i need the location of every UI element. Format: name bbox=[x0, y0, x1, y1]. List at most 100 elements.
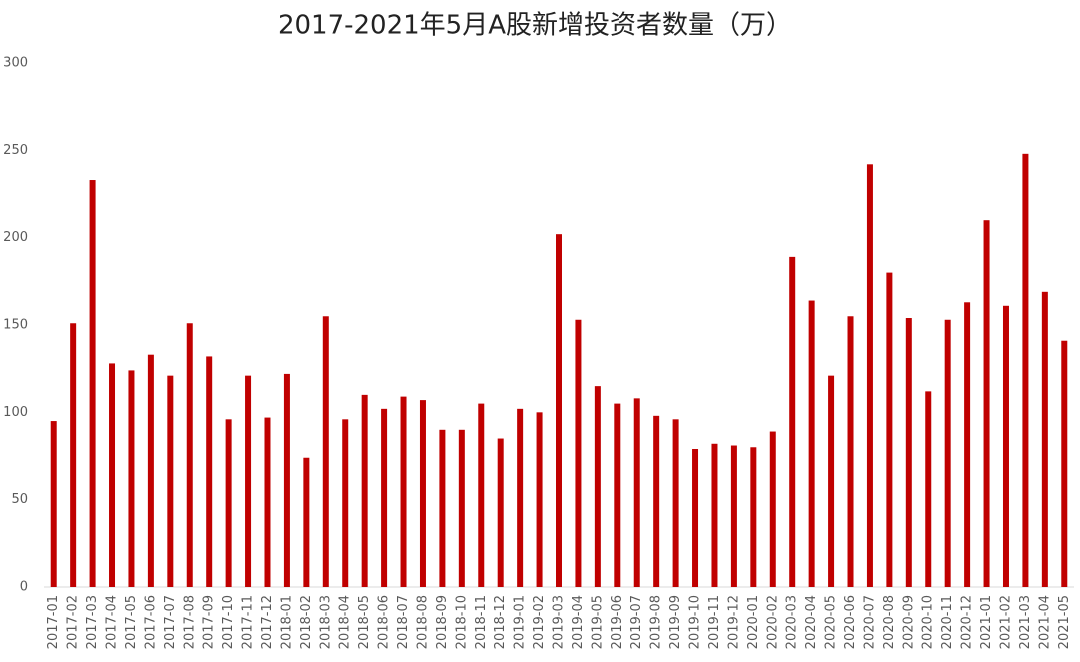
bar bbox=[283, 373, 290, 587]
x-tick-label: 2017-12 bbox=[260, 595, 275, 649]
bar bbox=[1002, 305, 1009, 587]
bar bbox=[400, 396, 407, 587]
x-tick-label: 2019-04 bbox=[571, 595, 586, 649]
bar bbox=[186, 323, 193, 587]
bar bbox=[789, 256, 796, 587]
y-tick-label: 250 bbox=[3, 143, 28, 158]
x-tick-label: 2019-05 bbox=[590, 595, 605, 649]
x-tick-label: 2017-04 bbox=[105, 595, 120, 649]
x-tick-label: 2020-07 bbox=[862, 595, 877, 649]
bar bbox=[575, 319, 582, 587]
x-tick-label: 2018-11 bbox=[474, 595, 489, 649]
bar bbox=[419, 400, 426, 587]
x-tick-label: 2019-12 bbox=[726, 595, 741, 649]
bar bbox=[633, 398, 640, 587]
x-tick-label: 2020-06 bbox=[843, 595, 858, 649]
bar bbox=[497, 438, 504, 587]
y-tick-label: 100 bbox=[3, 405, 28, 420]
bar bbox=[70, 323, 77, 587]
bar bbox=[808, 300, 815, 587]
bar bbox=[109, 363, 116, 587]
bar bbox=[322, 316, 329, 587]
bar bbox=[206, 356, 213, 587]
bar bbox=[964, 302, 971, 587]
bar bbox=[925, 391, 932, 587]
x-tick-label: 2019-02 bbox=[532, 595, 547, 649]
bar bbox=[750, 447, 757, 587]
x-tick-label: 2021-05 bbox=[1057, 595, 1072, 649]
x-tick-label: 2019-07 bbox=[629, 595, 644, 649]
x-tick-label: 2017-03 bbox=[85, 595, 100, 649]
x-tick-label: 2020-12 bbox=[960, 595, 975, 649]
x-tick-label: 2019-08 bbox=[649, 595, 664, 649]
bar bbox=[1061, 340, 1068, 587]
bar bbox=[167, 375, 174, 587]
x-tick-label: 2021-03 bbox=[1018, 595, 1033, 649]
x-tick-label: 2017-06 bbox=[143, 595, 158, 649]
bar bbox=[225, 419, 232, 587]
bar bbox=[1041, 291, 1048, 587]
x-tick-label: 2017-05 bbox=[124, 595, 139, 649]
x-tick-label: 2021-01 bbox=[979, 595, 994, 649]
x-tick-label: 2020-11 bbox=[940, 595, 955, 649]
x-tick-label: 2017-08 bbox=[182, 595, 197, 649]
bar bbox=[769, 431, 776, 587]
bar bbox=[672, 419, 679, 587]
x-tick-label: 2019-01 bbox=[513, 595, 528, 649]
bar bbox=[983, 220, 990, 587]
x-tick-label: 2017-01 bbox=[46, 595, 61, 649]
x-tick-label: 2021-04 bbox=[1037, 595, 1052, 649]
bar bbox=[828, 375, 835, 587]
bar bbox=[692, 449, 699, 587]
x-tick-label: 2018-08 bbox=[415, 595, 430, 649]
x-tick-label: 2018-03 bbox=[318, 595, 333, 649]
x-tick-label: 2017-09 bbox=[202, 595, 217, 649]
x-tick-label: 2018-04 bbox=[338, 595, 353, 649]
bar bbox=[439, 429, 446, 587]
bar bbox=[147, 354, 154, 587]
x-tick-label: 2021-02 bbox=[998, 595, 1013, 649]
bar bbox=[866, 164, 873, 587]
bar bbox=[730, 445, 737, 587]
x-tick-label: 2020-01 bbox=[746, 595, 761, 649]
x-tick-label: 2019-10 bbox=[688, 595, 703, 649]
bar bbox=[478, 403, 485, 587]
x-tick-label: 2020-03 bbox=[785, 595, 800, 649]
bar bbox=[264, 417, 271, 587]
x-tick-label: 2018-10 bbox=[454, 595, 469, 649]
bar bbox=[50, 421, 57, 587]
x-tick-label: 2019-11 bbox=[707, 595, 722, 649]
x-tick-label: 2018-02 bbox=[299, 595, 314, 649]
bar bbox=[517, 408, 524, 587]
bar bbox=[711, 443, 718, 587]
x-tick-label: 2020-02 bbox=[765, 595, 780, 649]
bar bbox=[361, 394, 368, 587]
x-tick-label: 2017-10 bbox=[221, 595, 236, 649]
bar bbox=[89, 180, 96, 587]
x-tick-label: 2019-06 bbox=[610, 595, 625, 649]
x-tick-label: 2020-04 bbox=[804, 595, 819, 649]
bar bbox=[381, 408, 388, 587]
x-tick-label: 2017-11 bbox=[241, 595, 256, 649]
x-tick-label: 2019-09 bbox=[668, 595, 683, 649]
bar bbox=[1022, 153, 1029, 587]
bar bbox=[458, 429, 465, 587]
y-tick-label: 150 bbox=[3, 318, 28, 333]
bar bbox=[847, 316, 854, 587]
x-tick-label: 2018-05 bbox=[357, 595, 372, 649]
x-tick-label: 2020-10 bbox=[921, 595, 936, 649]
x-tick-label: 2018-09 bbox=[435, 595, 450, 649]
bar bbox=[886, 272, 893, 587]
y-tick-label: 200 bbox=[3, 230, 28, 245]
bar bbox=[342, 419, 349, 587]
bar bbox=[614, 403, 621, 587]
x-tick-label: 2017-07 bbox=[163, 595, 178, 649]
x-tick-label: 2019-03 bbox=[552, 595, 567, 649]
bar bbox=[653, 415, 660, 587]
x-tick-label: 2020-05 bbox=[824, 595, 839, 649]
y-tick-label: 0 bbox=[20, 580, 28, 595]
bar bbox=[905, 318, 912, 587]
y-tick-label: 300 bbox=[3, 56, 28, 71]
